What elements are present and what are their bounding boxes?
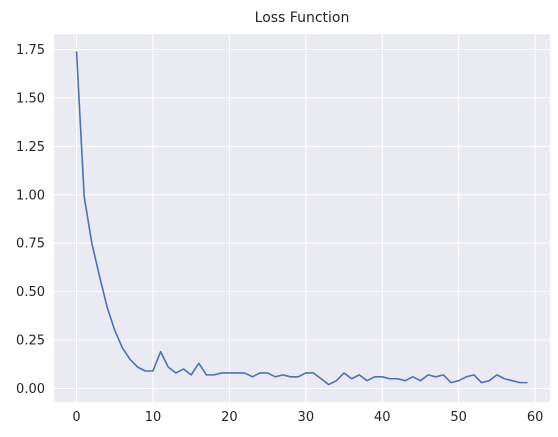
- grid: [54, 34, 550, 402]
- y-tick-label: 0.75: [16, 237, 45, 252]
- y-tick-label: 1.75: [16, 43, 45, 58]
- x-tick-label: 20: [221, 410, 238, 425]
- x-tick-label: 60: [527, 410, 544, 425]
- chart-title: Loss Function: [255, 10, 350, 26]
- y-tick-label: 0.00: [16, 382, 45, 397]
- y-tick-label: 1.00: [16, 188, 45, 203]
- y-tick-labels: 0.00 0.25 0.50 0.75 1.00 1.25 1.50 1.75: [16, 43, 45, 397]
- y-tick-label: 1.25: [16, 140, 45, 155]
- y-tick-label: 0.50: [16, 285, 45, 300]
- plot-background: [54, 34, 550, 402]
- x-tick-label: 40: [374, 410, 391, 425]
- x-tick-labels: 0 10 20 30 40 50 60: [72, 410, 543, 425]
- x-tick-label: 30: [298, 410, 315, 425]
- y-tick-label: 0.25: [16, 334, 45, 349]
- x-tick-label: 10: [145, 410, 162, 425]
- x-tick-label: 50: [450, 410, 467, 425]
- series-line: [75, 51, 528, 386]
- y-tick-label: 1.50: [16, 91, 45, 106]
- x-tick-label: 0: [72, 410, 80, 425]
